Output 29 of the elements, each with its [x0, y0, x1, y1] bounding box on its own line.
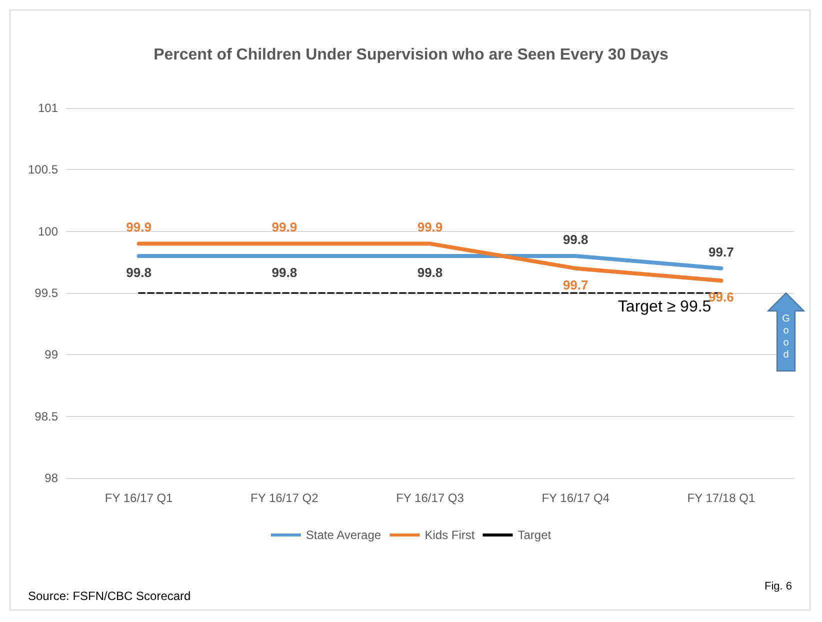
- y-tick-label: 101: [38, 101, 58, 115]
- y-tick-label: 99.5: [34, 286, 58, 300]
- x-tick-label: FY 16/17 Q3: [396, 491, 464, 505]
- legend-label: State Average: [306, 528, 382, 542]
- x-tick-label: FY 16/17 Q1: [104, 491, 174, 505]
- legend-label: Target: [518, 528, 552, 542]
- y-tick-label: 100.5: [28, 162, 58, 177]
- y-tick-label: 98: [44, 471, 58, 485]
- y-tick-label: 100: [38, 224, 58, 238]
- data-label: 99.8: [417, 265, 443, 280]
- x-tick-label: FY 17/18 Q1: [687, 491, 756, 505]
- data-label: 99.9: [126, 220, 152, 235]
- data-label: 99.7: [708, 244, 734, 260]
- y-tick-label: 99: [44, 348, 58, 362]
- y-tick-label: 98.5: [34, 409, 58, 424]
- chart-title: Percent of Children Under Supervision who are Seen Every 30 Days: [154, 46, 669, 64]
- source-note: Source: FSFN/CBC Scorecard: [28, 589, 191, 603]
- data-label: 99.7: [562, 277, 588, 292]
- data-label: 99.8: [126, 265, 152, 280]
- data-label: 99.9: [417, 220, 443, 235]
- legend-label: Kids First: [424, 528, 476, 542]
- data-label: 99.6: [708, 290, 734, 305]
- x-tick-label: FY 16/17 Q2: [250, 491, 319, 505]
- data-label: 99.9: [272, 220, 298, 235]
- data-label: 99.8: [562, 232, 588, 247]
- annotation: Good: [782, 314, 790, 360]
- caption: Fig. 6: [764, 580, 792, 592]
- x-tick-label: FY 16/17 Q4: [542, 491, 610, 505]
- data-label: 99.8: [272, 265, 298, 280]
